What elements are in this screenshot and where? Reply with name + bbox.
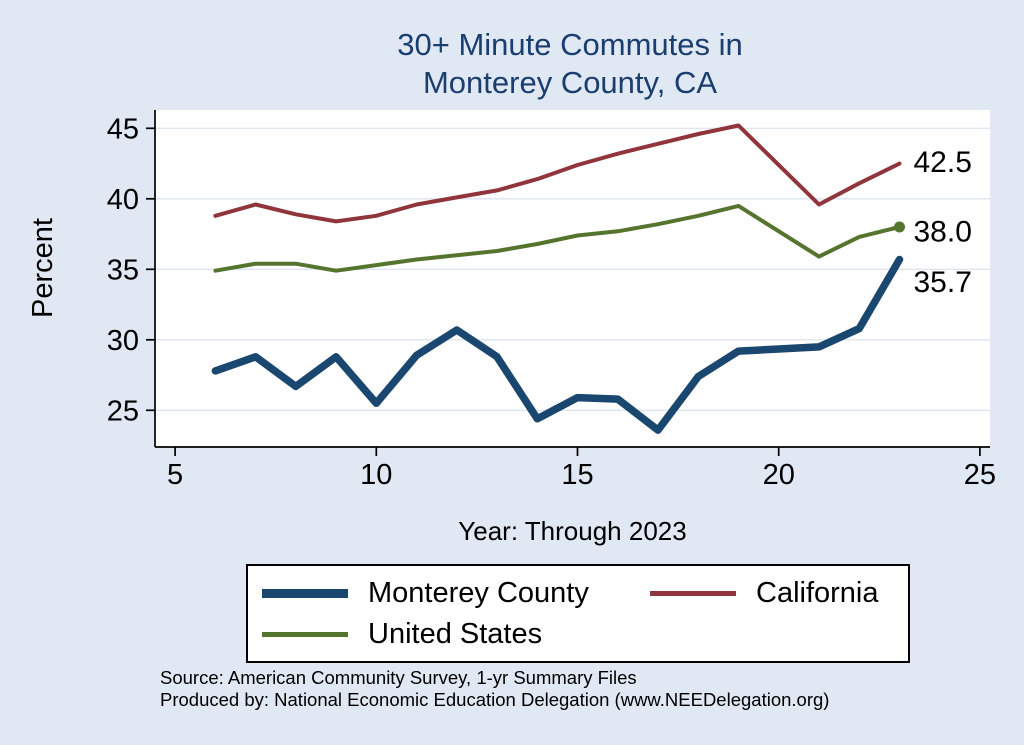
legend-item-california: California [650, 577, 908, 609]
legend-item-united-states: United States [262, 618, 650, 650]
legend-grid: Monterey County California United States [262, 577, 908, 650]
series-end-label-1: 42.5 [914, 146, 972, 179]
y-tick-label: 25 [107, 395, 139, 427]
y-tick-label: 35 [107, 254, 139, 286]
series-line-1 [213, 123, 902, 224]
x-tick-label: 20 [763, 459, 795, 491]
chart-title-line2: Monterey County, CA [422, 65, 718, 100]
y-tick-label: 30 [107, 325, 139, 357]
x-axis-title: Year: Through 2023 [458, 516, 687, 546]
x-tick-label: 5 [167, 459, 183, 491]
x-tick-label: 25 [964, 459, 996, 491]
legend: Monterey County California United States [246, 564, 910, 663]
produced-by-note: Produced by: National Economic Education… [160, 689, 830, 710]
legend-swatch-california [650, 590, 736, 596]
legend-swatch-united-states [262, 631, 348, 637]
legend-label-united-states: United States [368, 618, 543, 650]
footer-notes: Source: American Community Survey, 1-yr … [160, 667, 829, 711]
plot-svg: 25 30 35 40 45 5 10 15 20 25 35.7 42.5 38.0 [107, 110, 996, 491]
legend-label-california: California [756, 577, 879, 609]
series-line-2 [213, 203, 902, 273]
chart-title-line1: 30+ Minute Commutes in [397, 27, 743, 62]
x-tick-label: 10 [360, 459, 392, 491]
chart-title: 30+ Minute Commutes in Monterey County, … [150, 26, 990, 102]
series-line-0 [211, 255, 904, 434]
legend-item-monterey-county: Monterey County [262, 577, 650, 609]
legend-label-monterey-county: Monterey County [368, 577, 589, 609]
legend-swatch-monterey-county [262, 588, 348, 598]
source-note: Source: American Community Survey, 1-yr … [160, 667, 637, 688]
series-end-marker [894, 221, 905, 233]
y-tick-label: 45 [107, 113, 139, 145]
series-end-label-0: 35.7 [914, 266, 972, 299]
y-tick-label: 40 [107, 184, 139, 216]
series-end-label-2: 38.0 [914, 216, 972, 249]
x-tick-label: 15 [561, 459, 593, 491]
